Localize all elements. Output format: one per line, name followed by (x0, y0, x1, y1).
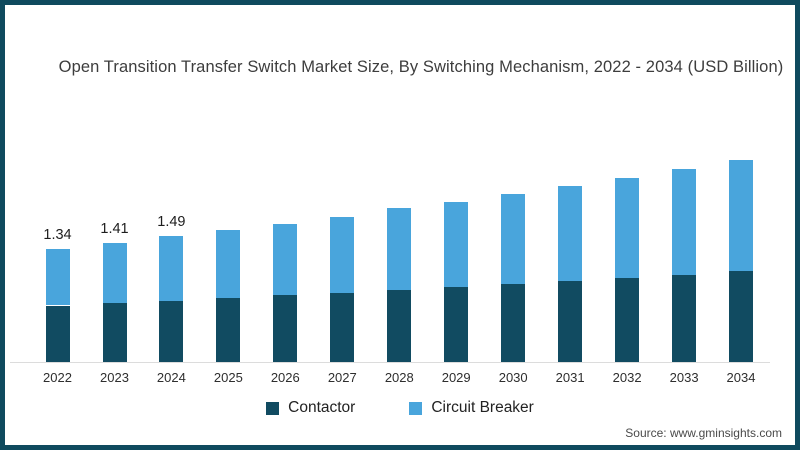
bar-segment-circuit-breaker-2034 (729, 160, 753, 271)
bar-segment-contactor-2026 (273, 295, 298, 362)
x-axis-label-2024: 2024 (156, 370, 186, 385)
x-axis-label-2022: 2022 (43, 370, 72, 385)
bar-segment-contactor-2024 (159, 301, 184, 362)
bar-segment-contactor-2027 (330, 292, 355, 362)
bar-segment-circuit-breaker-2024 (159, 236, 184, 302)
contactor-swatch-icon (266, 401, 280, 415)
x-axis-line (10, 362, 770, 363)
x-axis-label-2034: 2034 (726, 370, 756, 385)
bar-segment-circuit-breaker-2028 (387, 208, 412, 291)
bar-segment-circuit-breaker-2027 (330, 216, 355, 293)
bar-segment-circuit-breaker-2033 (672, 168, 697, 275)
legend-label-circuit-breaker: Circuit Breaker (431, 399, 534, 416)
x-axis-label-2031: 2031 (555, 370, 585, 385)
bar-segment-contactor-2022 (45, 305, 70, 362)
x-axis-label-2029: 2029 (441, 370, 471, 385)
bar-segment-circuit-breaker-2026 (273, 223, 298, 296)
x-axis-label-2030: 2030 (498, 370, 528, 385)
bar-segment-contactor-2034 (729, 270, 753, 362)
total-value-label-2024: 1.49 (157, 214, 186, 231)
legend-item-circuit-breaker: Circuit Breaker (409, 399, 534, 417)
total-value-label-2023: 1.41 (100, 221, 129, 237)
x-axis-label-2025: 2025 (213, 370, 243, 385)
legend-item-contactor: Contactor (266, 399, 355, 417)
x-axis-label-2032: 2032 (612, 370, 642, 385)
circuit-breaker-swatch-icon (409, 401, 423, 415)
bar-segment-circuit-breaker-2030 (501, 194, 526, 285)
x-axis-label-2028: 2028 (384, 370, 414, 385)
legend-label-contactor: Contactor (288, 399, 356, 416)
bar-segment-circuit-breaker-2023 (102, 243, 127, 303)
bar-segment-circuit-breaker-2032 (615, 178, 640, 278)
bar-segment-contactor-2028 (387, 290, 412, 362)
total-value-label-2022: 1.34 (43, 226, 72, 243)
bar-segment-contactor-2032 (615, 277, 640, 362)
bar-segment-circuit-breaker-2022 (45, 248, 70, 306)
bar-segment-circuit-breaker-2031 (558, 186, 583, 281)
bar-segment-contactor-2031 (558, 281, 583, 362)
legend: Contactor Circuit Breaker (0, 399, 800, 417)
x-axis-label-2033: 2033 (669, 370, 699, 385)
bar-segment-contactor-2029 (444, 286, 469, 362)
source-attribution: Source: www.gminsights.com (625, 426, 782, 440)
chart-title: Open Transition Transfer Switch Market S… (58, 58, 784, 76)
bar-segment-contactor-2033 (672, 275, 697, 362)
bar-segment-contactor-2030 (501, 284, 526, 362)
bar-segment-circuit-breaker-2025 (216, 229, 241, 298)
x-axis-label-2027: 2027 (327, 370, 357, 385)
x-axis-label-2023: 2023 (100, 370, 129, 385)
bar-segment-contactor-2025 (216, 297, 241, 362)
bar-segment-circuit-breaker-2029 (444, 201, 469, 287)
x-axis-label-2026: 2026 (270, 370, 300, 385)
bar-segment-contactor-2023 (102, 302, 127, 362)
